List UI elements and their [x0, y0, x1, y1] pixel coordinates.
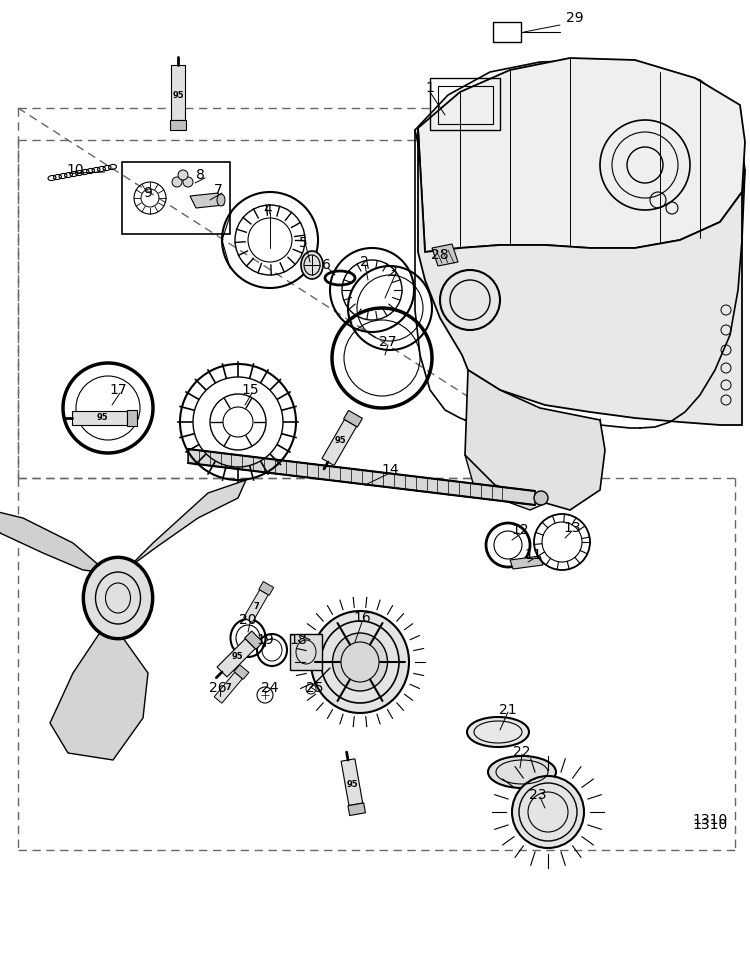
Polygon shape — [465, 370, 605, 510]
Polygon shape — [510, 556, 543, 569]
Polygon shape — [244, 590, 268, 623]
Text: 9: 9 — [143, 186, 152, 200]
Text: 28: 28 — [431, 248, 448, 262]
Bar — [493, 22, 521, 42]
Text: 7: 7 — [214, 183, 222, 197]
Text: 95: 95 — [172, 91, 184, 100]
Polygon shape — [418, 58, 745, 252]
Text: 1310: 1310 — [692, 813, 728, 827]
Text: 1: 1 — [425, 81, 434, 95]
Text: 7: 7 — [253, 601, 259, 611]
Polygon shape — [72, 411, 127, 425]
Polygon shape — [244, 631, 263, 649]
Text: 14: 14 — [381, 463, 399, 477]
Text: 2: 2 — [360, 255, 368, 269]
Text: 19: 19 — [256, 633, 274, 647]
Text: 5: 5 — [298, 236, 307, 250]
Text: 95: 95 — [97, 414, 108, 423]
Text: 3: 3 — [388, 265, 398, 279]
Polygon shape — [348, 803, 365, 816]
Ellipse shape — [332, 633, 388, 691]
Circle shape — [178, 170, 188, 180]
Text: 17: 17 — [110, 383, 127, 397]
Polygon shape — [190, 193, 224, 208]
Text: 13: 13 — [563, 521, 580, 535]
Circle shape — [183, 177, 193, 187]
Circle shape — [172, 177, 182, 187]
Text: 6: 6 — [322, 258, 331, 272]
Ellipse shape — [467, 717, 529, 747]
Text: 25: 25 — [306, 681, 324, 695]
Text: 95: 95 — [334, 436, 346, 445]
Text: 4: 4 — [264, 203, 272, 217]
Text: 8: 8 — [196, 168, 205, 182]
Ellipse shape — [512, 776, 584, 848]
Bar — [290, 634, 322, 670]
Text: 23: 23 — [530, 788, 547, 802]
Bar — [122, 162, 230, 234]
Polygon shape — [322, 420, 356, 466]
Text: 95: 95 — [346, 780, 358, 789]
Ellipse shape — [534, 491, 548, 505]
Polygon shape — [217, 638, 255, 677]
Polygon shape — [344, 410, 362, 427]
Polygon shape — [214, 672, 242, 704]
Text: 27: 27 — [380, 335, 397, 349]
Text: 29: 29 — [566, 11, 584, 25]
Text: 21: 21 — [500, 703, 517, 717]
Ellipse shape — [301, 251, 323, 279]
Text: 11: 11 — [524, 548, 542, 562]
Ellipse shape — [84, 558, 152, 638]
Text: 24: 24 — [261, 681, 279, 695]
Text: 95: 95 — [232, 652, 243, 661]
Text: 7: 7 — [226, 683, 231, 692]
Text: 20: 20 — [239, 613, 256, 627]
Polygon shape — [418, 128, 742, 425]
Polygon shape — [171, 65, 185, 120]
Ellipse shape — [311, 611, 409, 713]
Polygon shape — [415, 60, 745, 245]
Polygon shape — [127, 410, 137, 426]
Polygon shape — [128, 480, 246, 568]
Polygon shape — [341, 758, 363, 805]
Polygon shape — [432, 244, 458, 266]
Text: 15: 15 — [242, 383, 259, 397]
Text: 12: 12 — [512, 523, 529, 537]
Text: 16: 16 — [353, 611, 370, 625]
Polygon shape — [234, 665, 249, 679]
Text: 1310: 1310 — [692, 818, 728, 832]
Text: 18: 18 — [290, 633, 307, 647]
Ellipse shape — [217, 194, 225, 206]
Text: 22: 22 — [513, 745, 531, 759]
Polygon shape — [465, 448, 570, 510]
Text: 26: 26 — [209, 681, 226, 695]
Polygon shape — [50, 628, 148, 760]
Bar — [430, 78, 500, 130]
Polygon shape — [188, 449, 535, 505]
Ellipse shape — [488, 756, 556, 788]
Bar — [438, 86, 493, 124]
Polygon shape — [0, 510, 108, 573]
Text: 10: 10 — [66, 163, 84, 177]
Polygon shape — [259, 582, 274, 595]
Polygon shape — [170, 120, 186, 130]
